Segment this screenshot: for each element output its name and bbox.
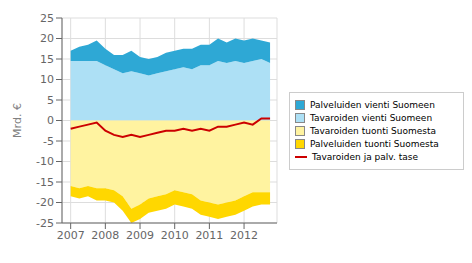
svg-text:0: 0 xyxy=(47,114,54,127)
svg-text:25: 25 xyxy=(40,12,54,25)
svg-text:-5: -5 xyxy=(43,135,54,148)
svg-text:2011: 2011 xyxy=(195,229,223,242)
svg-text:20: 20 xyxy=(40,32,54,45)
svg-text:-15: -15 xyxy=(36,176,54,189)
svg-text:5: 5 xyxy=(47,94,54,107)
svg-text:-25: -25 xyxy=(36,217,54,230)
svg-text:10: 10 xyxy=(40,73,54,86)
svg-text:15: 15 xyxy=(40,53,54,66)
html-text:Palveluiden tuonti Suomesta: Palveluiden tuonti Suomesta xyxy=(310,138,439,149)
svg-text:Mrd. €: Mrd. € xyxy=(11,103,24,138)
svg-text:-20: -20 xyxy=(36,196,54,209)
svg-text:2007: 2007 xyxy=(57,229,85,242)
html-text:Tavaroiden tuonti Suomesta: Tavaroiden tuonti Suomesta xyxy=(310,125,436,136)
html-text:Tavaroiden ja palv. tase: Tavaroiden ja palv. tase xyxy=(312,151,418,162)
html-text:Palveluiden vienti Suomeen: Palveluiden vienti Suomeen xyxy=(310,99,435,110)
html-text:Tavaroiden vienti Suomeen: Tavaroiden vienti Suomeen xyxy=(310,112,433,123)
svg-text:2008: 2008 xyxy=(91,229,119,242)
svg-text:2009: 2009 xyxy=(126,229,154,242)
svg-text:-10: -10 xyxy=(36,155,54,168)
svg-text:2010: 2010 xyxy=(161,229,189,242)
svg-text:2012: 2012 xyxy=(230,229,258,242)
